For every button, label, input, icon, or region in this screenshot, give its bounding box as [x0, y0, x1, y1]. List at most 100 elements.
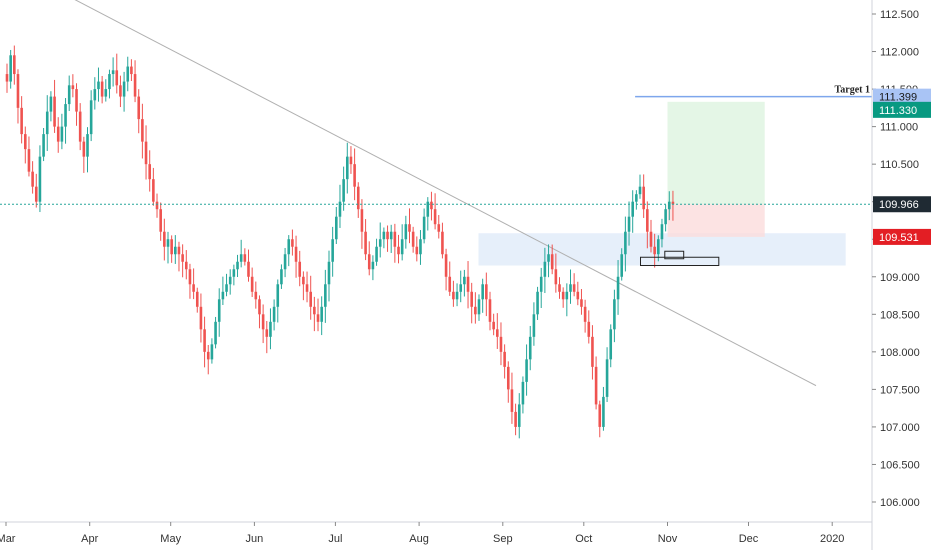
candle[interactable] — [532, 302, 536, 346]
candle[interactable] — [496, 313, 499, 349]
candle[interactable] — [624, 216, 627, 272]
candle[interactable] — [415, 236, 419, 262]
candle[interactable] — [528, 325, 532, 371]
candle[interactable] — [667, 191, 671, 221]
candle[interactable] — [426, 197, 430, 231]
candle[interactable] — [419, 230, 422, 265]
candle[interactable] — [506, 361, 510, 403]
candle[interactable] — [126, 56, 130, 92]
candle[interactable] — [232, 264, 236, 286]
candle[interactable] — [170, 235, 173, 263]
candle[interactable] — [378, 222, 382, 258]
candle[interactable] — [199, 293, 203, 343]
candle[interactable] — [605, 347, 609, 402]
plot-area[interactable]: Target 1 — [0, 0, 872, 439]
candle[interactable] — [422, 208, 426, 244]
candle[interactable] — [166, 231, 170, 264]
candle[interactable] — [602, 386, 605, 431]
candle[interactable] — [565, 283, 569, 317]
candle[interactable] — [159, 202, 162, 241]
candle[interactable] — [638, 174, 642, 199]
candle[interactable] — [276, 279, 280, 323]
candle[interactable] — [155, 193, 159, 218]
candle[interactable] — [481, 278, 484, 313]
candle[interactable] — [27, 136, 31, 177]
candle[interactable] — [411, 226, 415, 253]
candle[interactable] — [247, 249, 250, 282]
candle[interactable] — [122, 71, 126, 112]
candle[interactable] — [367, 241, 371, 276]
candle[interactable] — [331, 226, 334, 277]
candle[interactable] — [353, 148, 356, 201]
price-axis[interactable]: 112.500112.000111.500111.000110.500110.0… — [871, 0, 920, 550]
candle[interactable] — [111, 57, 115, 87]
candle[interactable] — [583, 299, 587, 333]
candle[interactable] — [620, 248, 624, 281]
candle[interactable] — [364, 219, 367, 261]
candle[interactable] — [188, 263, 192, 299]
candle[interactable] — [324, 269, 327, 323]
candle[interactable] — [192, 268, 195, 300]
candle[interactable] — [258, 295, 261, 329]
candle[interactable] — [228, 269, 232, 295]
candle[interactable] — [210, 338, 214, 364]
candle[interactable] — [452, 280, 455, 307]
candle[interactable] — [269, 308, 272, 350]
candle[interactable] — [313, 296, 316, 332]
candle[interactable] — [474, 292, 477, 324]
candle[interactable] — [53, 79, 56, 133]
candle[interactable] — [9, 49, 12, 89]
candle[interactable] — [671, 190, 675, 221]
candle[interactable] — [580, 289, 583, 315]
candle[interactable] — [316, 298, 320, 332]
time-axis[interactable]: Mar Apr May Jun Jul Aug Sep Oct Nov Dec 2020 — [0, 521, 872, 545]
candle[interactable] — [393, 223, 397, 263]
candle[interactable] — [174, 235, 177, 264]
candle[interactable] — [642, 174, 645, 218]
candle[interactable] — [470, 282, 473, 324]
candle[interactable] — [56, 117, 60, 153]
drawn-rectangle[interactable] — [640, 256, 720, 267]
candle[interactable] — [272, 299, 276, 331]
candle[interactable] — [576, 281, 580, 306]
candle[interactable] — [345, 142, 349, 194]
candle[interactable] — [463, 269, 466, 297]
candle[interactable] — [221, 276, 225, 306]
trendline[interactable] — [71, 0, 817, 387]
candle[interactable] — [356, 182, 360, 218]
candle[interactable] — [287, 235, 291, 267]
candle[interactable] — [437, 214, 441, 239]
candle[interactable] — [89, 90, 93, 142]
candle[interactable] — [291, 229, 294, 256]
candle[interactable] — [239, 239, 243, 268]
candle[interactable] — [217, 288, 221, 337]
candle[interactable] — [360, 199, 364, 249]
candle[interactable] — [250, 267, 254, 298]
candle[interactable] — [569, 269, 572, 304]
candle[interactable] — [389, 224, 393, 253]
candle[interactable] — [444, 248, 448, 291]
candle[interactable] — [598, 400, 602, 438]
candle[interactable] — [554, 253, 558, 293]
candle[interactable] — [572, 273, 576, 297]
candle[interactable] — [441, 222, 444, 259]
candle[interactable] — [510, 372, 514, 424]
candle[interactable] — [265, 321, 269, 354]
candle[interactable] — [587, 310, 591, 344]
candle[interactable] — [466, 261, 470, 309]
candle[interactable] — [34, 173, 38, 208]
candle[interactable] — [148, 150, 152, 192]
candle[interactable] — [627, 201, 631, 246]
candle[interactable] — [550, 244, 554, 275]
candle[interactable] — [404, 215, 408, 249]
candle[interactable] — [459, 270, 463, 303]
candle[interactable] — [514, 403, 517, 436]
candle[interactable] — [163, 218, 166, 261]
candle[interactable] — [543, 247, 547, 294]
candle[interactable] — [71, 74, 75, 98]
candle[interactable] — [236, 254, 239, 278]
candle[interactable] — [42, 127, 45, 162]
candle[interactable] — [594, 356, 598, 410]
candle[interactable] — [97, 67, 100, 102]
candle[interactable] — [225, 273, 228, 297]
